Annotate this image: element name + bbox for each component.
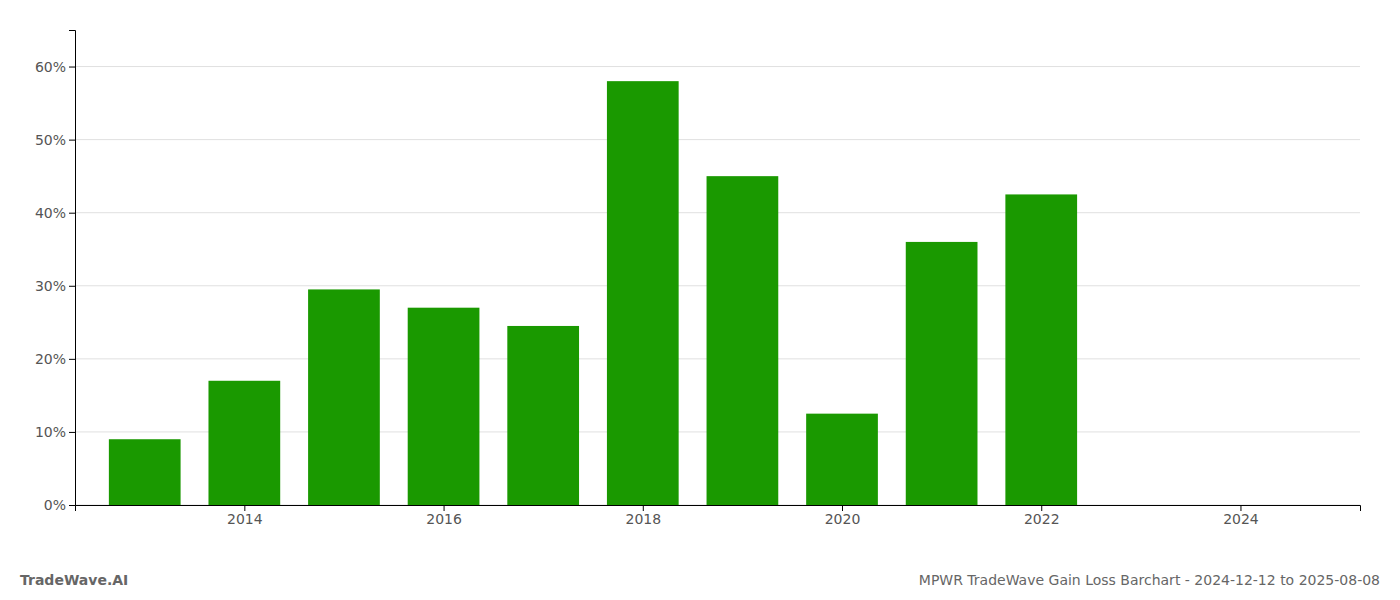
footer-left: TradeWave.AI bbox=[20, 572, 128, 588]
bars bbox=[109, 81, 1077, 505]
bar bbox=[109, 439, 181, 505]
x-axis-tick-label: 2014 bbox=[227, 511, 263, 527]
x-axis-line bbox=[76, 506, 1361, 512]
y-axis-tick-mark bbox=[69, 359, 75, 360]
y-axis-tick: 60% bbox=[35, 59, 75, 75]
chart-svg: 2014 2016 2018 2020 2022 2024 0% 10% 20% 30% 40% 50… bbox=[0, 0, 1400, 600]
bar bbox=[607, 81, 679, 505]
bar bbox=[1005, 194, 1077, 505]
bar bbox=[408, 308, 480, 505]
x-axis-tick-label: 2018 bbox=[625, 511, 661, 527]
y-axis-tick: 40% bbox=[35, 205, 75, 221]
x-axis-tick: 2024 bbox=[1223, 505, 1259, 527]
y-axis-tick-mark bbox=[69, 432, 75, 433]
x-axis-tick-label: 2022 bbox=[1024, 511, 1060, 527]
y-axis-tick-mark bbox=[69, 213, 75, 214]
y-axis-tick: 0% bbox=[44, 497, 75, 513]
x-axis-tick: 2016 bbox=[426, 505, 462, 527]
bar bbox=[806, 414, 878, 505]
x-axis-tick: 2022 bbox=[1024, 505, 1060, 527]
y-axis-tick-label: 20% bbox=[35, 351, 66, 367]
grid bbox=[75, 67, 1360, 505]
x-axis-tick-label: 2016 bbox=[426, 511, 462, 527]
y-axis-tick-label: 30% bbox=[35, 278, 66, 294]
bar bbox=[507, 326, 579, 505]
y-axis-tick: 20% bbox=[35, 351, 75, 367]
footer-right: MPWR TradeWave Gain Loss Barchart - 2024… bbox=[919, 572, 1380, 588]
bar bbox=[707, 176, 779, 505]
bar bbox=[208, 381, 280, 505]
y-axis-tick-mark bbox=[69, 140, 75, 141]
y-axis-tick: 10% bbox=[35, 424, 75, 440]
y-axis-tick-label: 0% bbox=[44, 497, 66, 513]
chart-container: 2014 2016 2018 2020 2022 2024 0% 10% 20% 30% 40% 50… bbox=[0, 0, 1400, 600]
y-axis-tick-label: 50% bbox=[35, 132, 66, 148]
bar bbox=[906, 242, 978, 505]
x-axis-tick-label: 2020 bbox=[825, 511, 861, 527]
y-axis-tick-mark bbox=[69, 286, 75, 287]
y-axis-tick-mark bbox=[69, 505, 75, 506]
x-axis-tick: 2014 bbox=[227, 505, 263, 527]
grid-line bbox=[75, 66, 1360, 67]
grid-line bbox=[75, 139, 1360, 140]
x-axis-tick: 2018 bbox=[625, 505, 661, 527]
y-axis-tick: 50% bbox=[35, 132, 75, 148]
bar bbox=[1105, 505, 1177, 506]
x-axis-tick-label: 2024 bbox=[1223, 511, 1259, 527]
plot-area: 2014 2016 2018 2020 2022 2024 0% 10% 20% 30% 40% 50… bbox=[35, 31, 1361, 527]
y-axis-tick-label: 40% bbox=[35, 205, 66, 221]
y-axis-tick: 30% bbox=[35, 278, 75, 294]
y-axis-tick-label: 60% bbox=[35, 59, 66, 75]
y-axis: 0% 10% 20% 30% 40% 50% 60% bbox=[35, 31, 76, 513]
y-axis-line bbox=[69, 31, 76, 506]
bar bbox=[308, 289, 380, 505]
x-axis: 2014 2016 2018 2020 2022 2024 bbox=[76, 505, 1361, 527]
y-axis-tick-label: 10% bbox=[35, 424, 66, 440]
y-axis-tick-mark bbox=[69, 67, 75, 68]
x-axis-tick: 2020 bbox=[825, 505, 861, 527]
